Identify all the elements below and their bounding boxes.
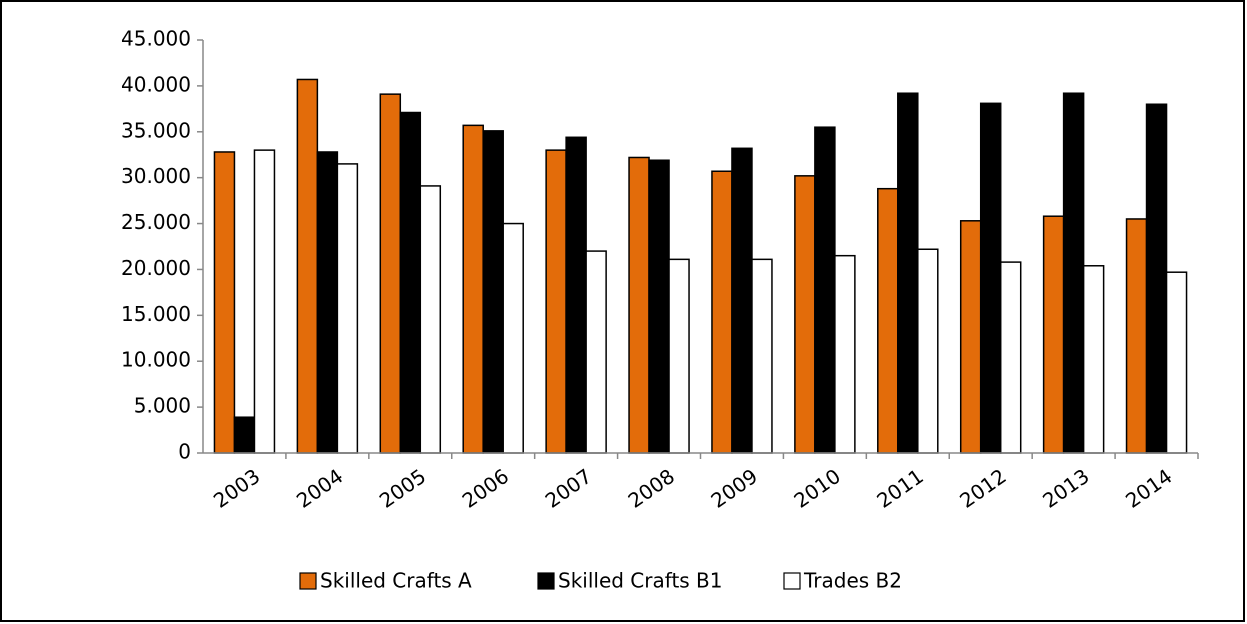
bar bbox=[814, 126, 836, 454]
bar bbox=[917, 248, 939, 454]
legend-swatch bbox=[299, 572, 317, 590]
bar bbox=[668, 258, 690, 454]
y-tick-label: 45.000 bbox=[121, 27, 191, 51]
y-tick-label: 20.000 bbox=[121, 256, 191, 280]
bar bbox=[1145, 103, 1168, 454]
bar bbox=[502, 222, 524, 454]
legend-label: Trades B2 bbox=[803, 569, 902, 593]
bar bbox=[979, 102, 1002, 454]
y-tick-label: 35.000 bbox=[121, 118, 191, 142]
bar bbox=[399, 111, 422, 454]
legend-swatch bbox=[537, 572, 555, 590]
legend-swatch bbox=[783, 572, 801, 590]
bar bbox=[545, 149, 567, 454]
bar bbox=[897, 92, 919, 454]
y-tick-label: 0 bbox=[178, 440, 191, 464]
bar bbox=[462, 124, 484, 454]
bar bbox=[1042, 215, 1065, 454]
bar bbox=[482, 130, 504, 454]
y-tick-label: 5.000 bbox=[134, 394, 191, 418]
bar bbox=[794, 175, 816, 454]
bar bbox=[648, 159, 670, 454]
bar bbox=[253, 149, 276, 454]
bar bbox=[834, 254, 856, 454]
bar bbox=[959, 220, 982, 454]
bar bbox=[877, 187, 899, 454]
bar bbox=[336, 163, 359, 454]
bar bbox=[628, 156, 650, 454]
legend-label: Skilled Crafts B1 bbox=[558, 569, 723, 593]
bar bbox=[296, 78, 319, 454]
bar bbox=[565, 136, 587, 454]
y-tick-label: 10.000 bbox=[121, 348, 191, 372]
bar bbox=[213, 151, 236, 454]
bar bbox=[731, 147, 753, 454]
y-tick-label: 15.000 bbox=[121, 302, 191, 326]
bar bbox=[379, 93, 402, 454]
bar bbox=[999, 261, 1022, 454]
bar bbox=[1125, 218, 1148, 454]
bar bbox=[711, 170, 733, 454]
bar bbox=[1082, 265, 1105, 454]
bar bbox=[585, 250, 607, 454]
bar bbox=[751, 258, 773, 454]
y-tick-label: 40.000 bbox=[121, 72, 191, 96]
bar bbox=[1165, 271, 1188, 454]
y-tick-label: 25.000 bbox=[121, 210, 191, 234]
bar bbox=[1062, 92, 1085, 454]
legend-label: Skilled Crafts A bbox=[320, 569, 472, 593]
y-tick-label: 30.000 bbox=[121, 164, 191, 188]
bar bbox=[419, 185, 442, 454]
bar bbox=[233, 416, 256, 454]
bar bbox=[316, 151, 339, 454]
